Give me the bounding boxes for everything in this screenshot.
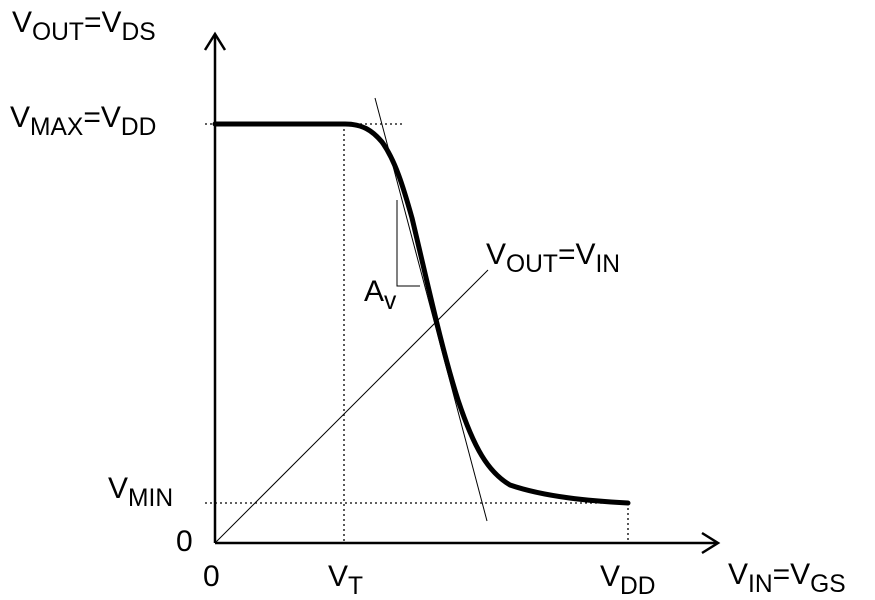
unity-gain-line	[214, 269, 489, 544]
unity-line-label: VOUT=VIN	[486, 238, 621, 278]
gain-triangle	[396, 200, 420, 287]
y-axis-label: VOUT=VDS	[12, 6, 156, 46]
vmin-label: VMIN	[108, 472, 174, 512]
vmax-label: VMAX=VDD	[10, 101, 157, 141]
y-axis-arrowhead	[203, 31, 227, 51]
gain-label: Av	[364, 275, 397, 315]
y-origin-label: 0	[176, 525, 193, 558]
transfer-curve	[212, 121, 631, 506]
x-axis-label: VIN=VGS	[728, 558, 846, 598]
vdd-tick-label: VDD	[600, 560, 656, 600]
vt-tick-label: VT	[328, 560, 364, 600]
x-origin-label: 0	[203, 560, 220, 593]
x-axis-arrowhead	[701, 531, 721, 555]
